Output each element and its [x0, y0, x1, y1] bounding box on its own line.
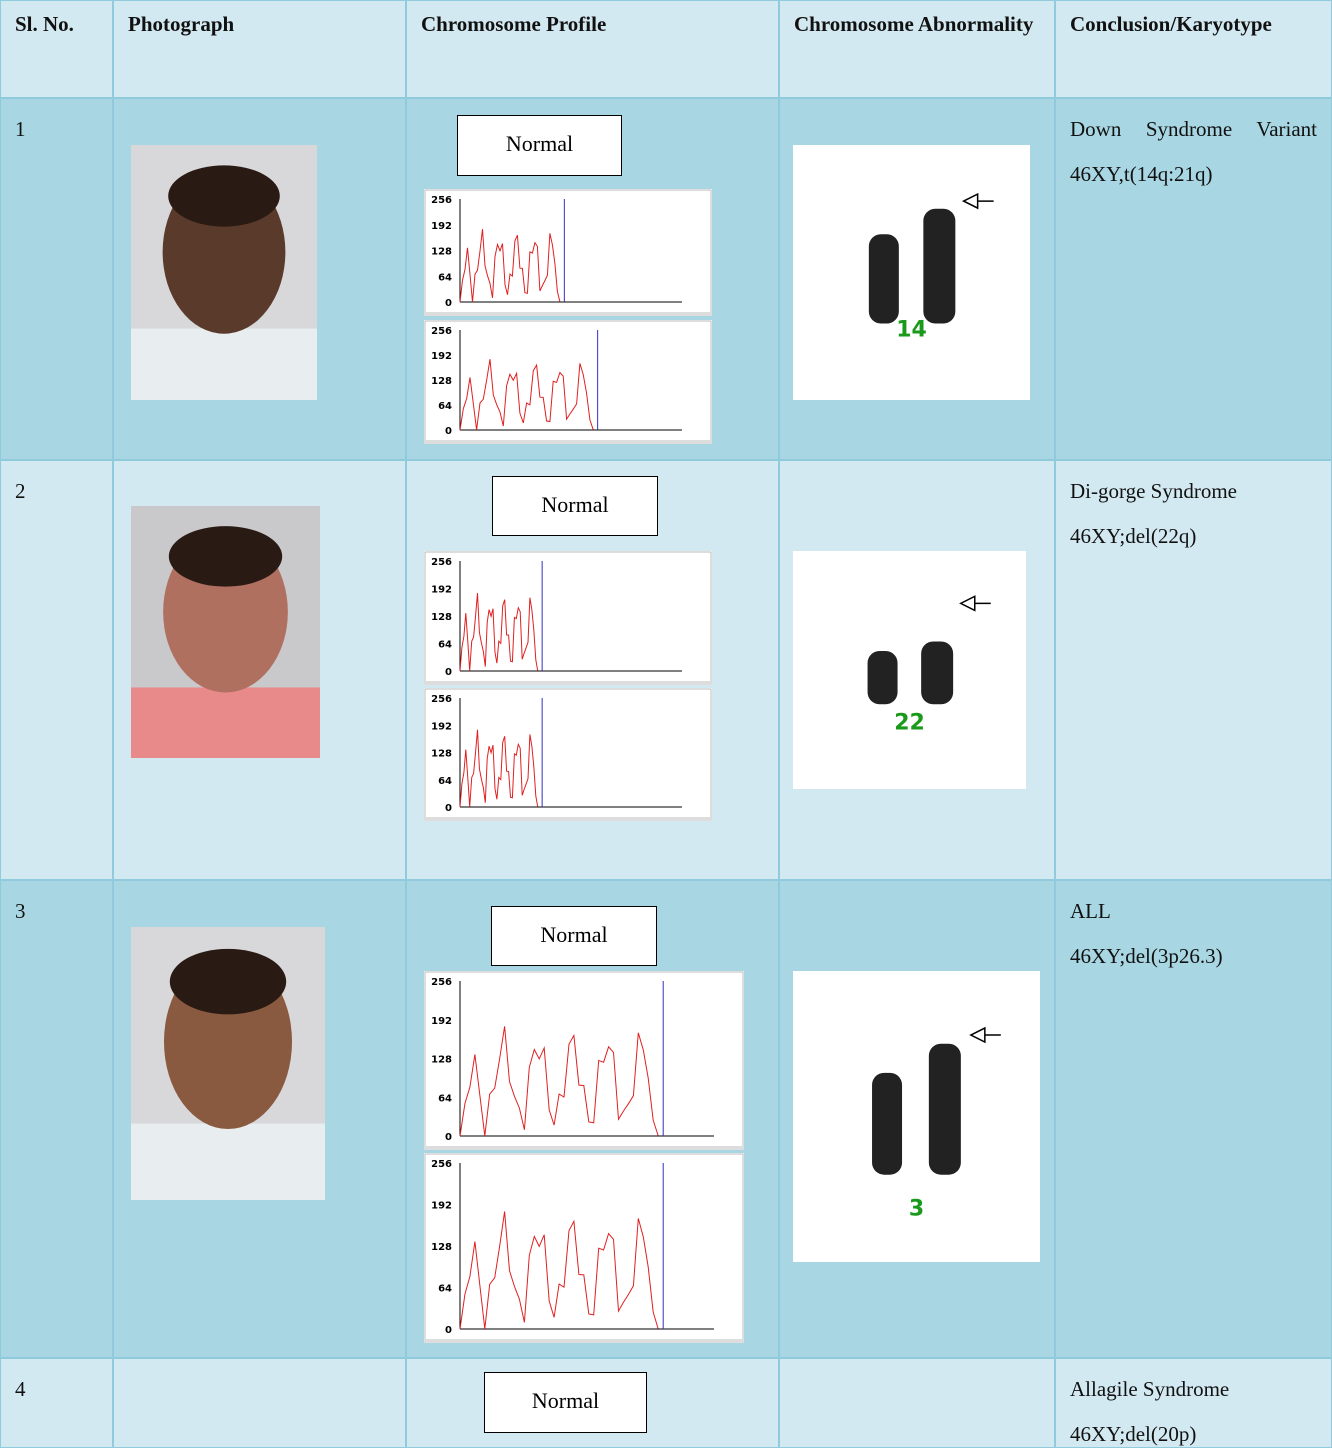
- conclusion-cell: Down Syndrome Variant46XY,t(14q:21q): [1055, 98, 1332, 460]
- panel-bg: [424, 551, 712, 685]
- panel-bar: [424, 681, 712, 685]
- header-cell: Sl. No.: [0, 0, 113, 98]
- panel-bar: [424, 1339, 744, 1343]
- tick-label: 192: [431, 1201, 452, 1212]
- photograph: [131, 506, 320, 758]
- tick-label: 192: [431, 221, 452, 232]
- tick-label: 0: [445, 298, 452, 309]
- photograph: [131, 927, 325, 1200]
- tick-label: 64: [438, 401, 452, 412]
- chromosome-number: 3: [909, 1196, 924, 1221]
- conclusion-line: Down Syndrome Variant: [1070, 107, 1317, 152]
- tick-label: 128: [431, 612, 452, 623]
- tick-label: 256: [431, 694, 452, 705]
- tick-label: 128: [431, 376, 452, 387]
- sl-cell: 4: [0, 1358, 113, 1448]
- panel-bg: [424, 1153, 744, 1343]
- header-cell: Conclusion/Karyotype: [1055, 0, 1332, 98]
- header-cell: Chromosome Profile: [406, 0, 779, 98]
- tick-label: 192: [431, 585, 452, 596]
- hair: [168, 165, 280, 226]
- image-bg: [793, 145, 1030, 400]
- tick-label: 64: [438, 1284, 452, 1295]
- tick-label: 256: [431, 326, 452, 337]
- header-cell: Photograph: [113, 0, 406, 98]
- tick-label: 0: [445, 426, 452, 437]
- tick-label: 64: [438, 272, 452, 283]
- profile-label: Normal: [492, 476, 658, 536]
- tick-label: 128: [431, 1055, 452, 1066]
- sl-cell: 2: [0, 460, 113, 880]
- hair: [170, 949, 286, 1015]
- tick-label: 256: [431, 977, 452, 988]
- tick-label: 64: [438, 1093, 452, 1104]
- tick-label: 192: [431, 721, 452, 732]
- profile-label: Normal: [491, 906, 657, 966]
- tick-label: 128: [431, 247, 452, 258]
- tick-label: 192: [431, 1016, 452, 1027]
- profile-panel: 256 192 128 64 0: [424, 320, 712, 444]
- panel-bg: [424, 971, 744, 1150]
- panel-bar: [424, 1146, 744, 1150]
- clothes: [131, 1124, 325, 1200]
- chromosome-image: 14: [793, 145, 1030, 400]
- panel-bar: [424, 312, 712, 316]
- hair: [169, 526, 282, 586]
- tick-label: 256: [431, 557, 452, 568]
- chromosome-number: 22: [894, 711, 925, 736]
- chromosome: [923, 209, 955, 324]
- profile-label: Normal: [484, 1372, 647, 1433]
- conclusion-line: 46XY;del(20p): [1070, 1412, 1317, 1448]
- page: Sl. No.PhotographChromosome ProfileChrom…: [0, 0, 1332, 1448]
- cell: [779, 1358, 1055, 1448]
- profile-panel: 256 192 128 64 0: [424, 971, 744, 1150]
- profile-panel: 256 192 128 64 0: [424, 551, 712, 685]
- conclusion-line: 46XY,t(14q:21q): [1070, 152, 1317, 197]
- chromosome: [872, 1073, 902, 1175]
- header-cell: Chromosome Abnormality: [779, 0, 1055, 98]
- tick-label: 64: [438, 776, 452, 787]
- conclusion-line: 46XY;del(3p26.3): [1070, 934, 1317, 979]
- tick-label: 0: [445, 803, 452, 814]
- image-bg: [793, 551, 1026, 789]
- chromosome-number: 14: [896, 317, 927, 342]
- tick-label: 128: [431, 749, 452, 760]
- panel-bg: [424, 688, 712, 821]
- tick-label: 64: [438, 640, 452, 651]
- sl-cell: 3: [0, 880, 113, 1358]
- chromosome-image: 22: [793, 551, 1026, 789]
- conclusion-line: ALL: [1070, 889, 1317, 934]
- panel-bar: [424, 440, 712, 444]
- tick-label: 256: [431, 1159, 452, 1170]
- sl-cell: 1: [0, 98, 113, 460]
- photograph: [131, 145, 317, 400]
- chromosome-image: 3: [793, 971, 1040, 1262]
- chromosome: [869, 234, 899, 323]
- conclusion-line: 46XY;del(22q): [1070, 514, 1317, 559]
- tick-label: 192: [431, 351, 452, 362]
- tick-label: 0: [445, 1325, 452, 1336]
- clothes: [131, 329, 317, 400]
- profile-panel: 256 192 128 64 0: [424, 189, 712, 316]
- cell: [113, 1358, 406, 1448]
- profile-panel: 256 192 128 64 0: [424, 688, 712, 821]
- tick-label: 128: [431, 1242, 452, 1253]
- tick-label: 256: [431, 195, 452, 206]
- clothes: [131, 687, 320, 758]
- chromosome: [929, 1044, 961, 1175]
- panel-bar: [424, 817, 712, 821]
- chromosome: [868, 651, 898, 704]
- conclusion-line: Di-gorge Syndrome: [1070, 469, 1317, 514]
- chromosome: [921, 641, 953, 704]
- profile-label: Normal: [457, 115, 622, 176]
- tick-label: 0: [445, 667, 452, 678]
- profile-panel: 256 192 128 64 0: [424, 1153, 744, 1343]
- panel-bg: [424, 320, 712, 444]
- tick-label: 0: [445, 1132, 452, 1143]
- conclusion-line: Allagile Syndrome: [1070, 1367, 1317, 1412]
